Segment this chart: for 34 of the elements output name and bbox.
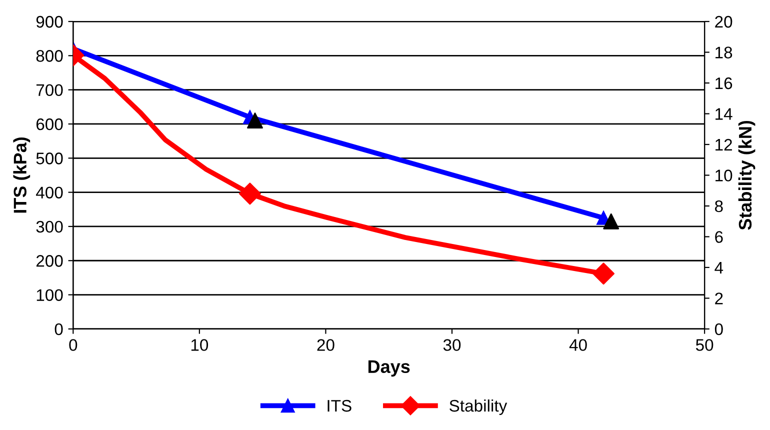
legend-label: ITS: [328, 400, 352, 412]
x-axis-title: Days: [368, 360, 410, 377]
y-tick-label: 100: [36, 289, 63, 301]
x-tick-label: 10: [191, 339, 208, 351]
x-tick-label: 50: [696, 339, 714, 351]
y-tick-label: 200: [36, 255, 63, 267]
y-tick-label: 0: [54, 323, 63, 336]
y-tick-label: 300: [36, 220, 63, 233]
y-tick-label: 500: [36, 152, 63, 164]
y2-tick-label: 6: [715, 231, 723, 243]
y2-tick-label: 16: [716, 77, 732, 90]
y2-tick-label: 20: [715, 16, 732, 28]
y2-tick-label: 10: [716, 170, 732, 182]
y-tick-label: 600: [36, 118, 63, 130]
y2-tick-label: 4: [714, 262, 724, 274]
y2-tick-label: 0: [714, 323, 723, 336]
x-tick-label: 0: [69, 339, 78, 351]
y-tick-label: 900: [36, 16, 63, 28]
x-tick-label: 20: [317, 339, 334, 351]
y-axis-title: ITS (kPa): [13, 137, 30, 213]
y-tick-label: 400: [36, 186, 63, 199]
y2-tick-label: 18: [716, 46, 732, 58]
y2-tick-label: 2: [715, 292, 723, 304]
y-tick-label: 800: [36, 50, 63, 62]
point: [247, 112, 263, 129]
y2-tick-label: 12: [716, 138, 732, 151]
y-tick-label: 700: [36, 84, 63, 96]
y2-tick-label: 14: [716, 108, 732, 120]
x-tick-label: 30: [443, 339, 461, 351]
y2-axis-title: Stability (kN): [738, 120, 756, 230]
x-tick-label: 40: [569, 339, 587, 351]
legend-label: Stability: [450, 399, 508, 415]
point: [603, 213, 620, 230]
y2-tick-label: 8: [714, 200, 723, 212]
